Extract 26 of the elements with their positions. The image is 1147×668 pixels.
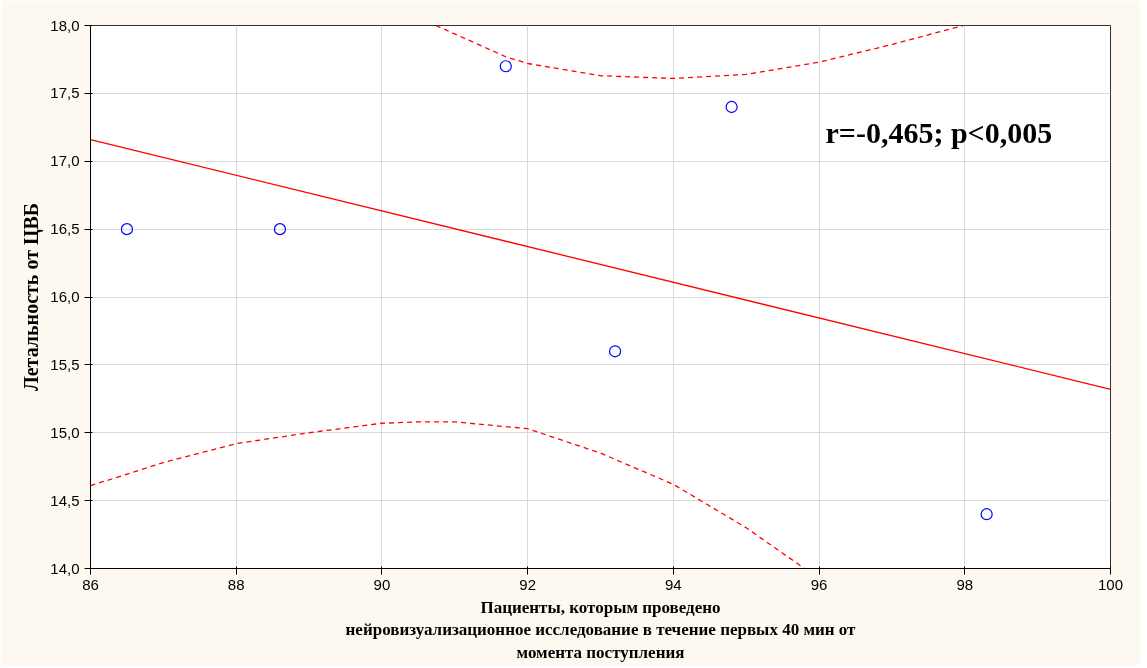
y-tick-label: 17,0: [50, 152, 80, 170]
point: [273, 223, 287, 236]
x-tick-label: 92: [519, 575, 536, 593]
y-tick-label: 14,0: [50, 559, 80, 577]
y-tick-label: 15,0: [50, 423, 80, 441]
x-tick-label: 100: [1097, 575, 1124, 593]
x-tick-label: 98: [956, 575, 974, 593]
y-tick-label: 16,0: [50, 288, 80, 305]
y-tick-label: 17,5: [50, 84, 80, 102]
y-axis-title: Летальность от ЦВБ: [20, 202, 44, 392]
y-tick-label: 18,0: [50, 16, 80, 34]
y-tick-label: 15,5: [50, 355, 80, 373]
point: [499, 60, 512, 73]
y-tick-label: 16,5: [50, 220, 80, 238]
x-axis-title: Пациенты, которым проведено нейровизуализационное исследование в течение первых 40 мин от момента поступления: [345, 597, 857, 663]
x-tick-label: 96: [810, 575, 828, 593]
y-tick-label: 14,5: [50, 491, 80, 509]
x-tick-label: 86: [82, 575, 99, 593]
x-tick-label: 90: [373, 575, 391, 593]
x-tick-label: 94: [665, 575, 682, 593]
point: [980, 508, 993, 521]
annotation: r=-0,465; p<0,005: [825, 115, 1053, 149]
point: [120, 223, 134, 236]
x-tick-label: 88: [227, 575, 245, 593]
point: [725, 100, 738, 114]
point: [608, 345, 622, 358]
